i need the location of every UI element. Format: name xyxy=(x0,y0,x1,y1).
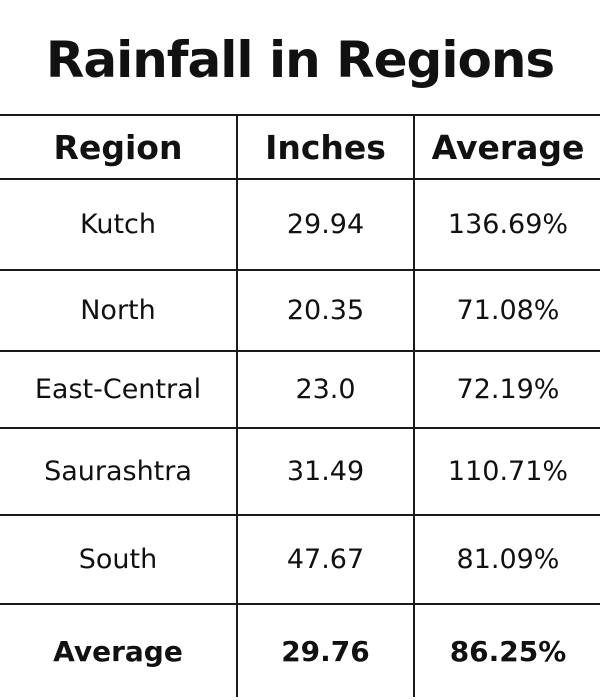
table-row: North 20.35 71.08% xyxy=(0,269,600,352)
summary-row: Average 29.76 86.25% xyxy=(0,603,600,697)
cell-inches: 29.94 xyxy=(236,178,415,271)
column-header-average: Average xyxy=(413,114,600,180)
cell-region: North xyxy=(0,269,238,352)
column-header-region: Region xyxy=(0,114,238,180)
summary-label: Average xyxy=(0,603,238,697)
table-row: East-Central 23.0 72.19% xyxy=(0,350,600,429)
rainfall-table: Region Inches Average Kutch 29.94 136.69… xyxy=(0,114,600,697)
table-row: Kutch 29.94 136.69% xyxy=(0,178,600,271)
cell-inches: 20.35 xyxy=(236,269,415,352)
column-header-inches: Inches xyxy=(236,114,415,180)
cell-region: Kutch xyxy=(0,178,238,271)
cell-region: Saurashtra xyxy=(0,427,238,516)
table-header-row: Region Inches Average xyxy=(0,114,600,180)
cell-average: 136.69% xyxy=(413,178,600,271)
chart-title: Rainfall in Regions xyxy=(45,31,555,89)
cell-average: 71.08% xyxy=(413,269,600,352)
cell-region: South xyxy=(0,514,238,605)
cell-region: East-Central xyxy=(0,350,238,429)
cell-inches: 31.49 xyxy=(236,427,415,516)
cell-average: 110.71% xyxy=(413,427,600,516)
table-row: South 47.67 81.09% xyxy=(0,514,600,605)
cell-average: 81.09% xyxy=(413,514,600,605)
summary-average: 86.25% xyxy=(413,603,600,697)
cell-average: 72.19% xyxy=(413,350,600,429)
cell-inches: 23.0 xyxy=(236,350,415,429)
summary-inches: 29.76 xyxy=(236,603,415,697)
table-row: Saurashtra 31.49 110.71% xyxy=(0,427,600,516)
cell-inches: 47.67 xyxy=(236,514,415,605)
